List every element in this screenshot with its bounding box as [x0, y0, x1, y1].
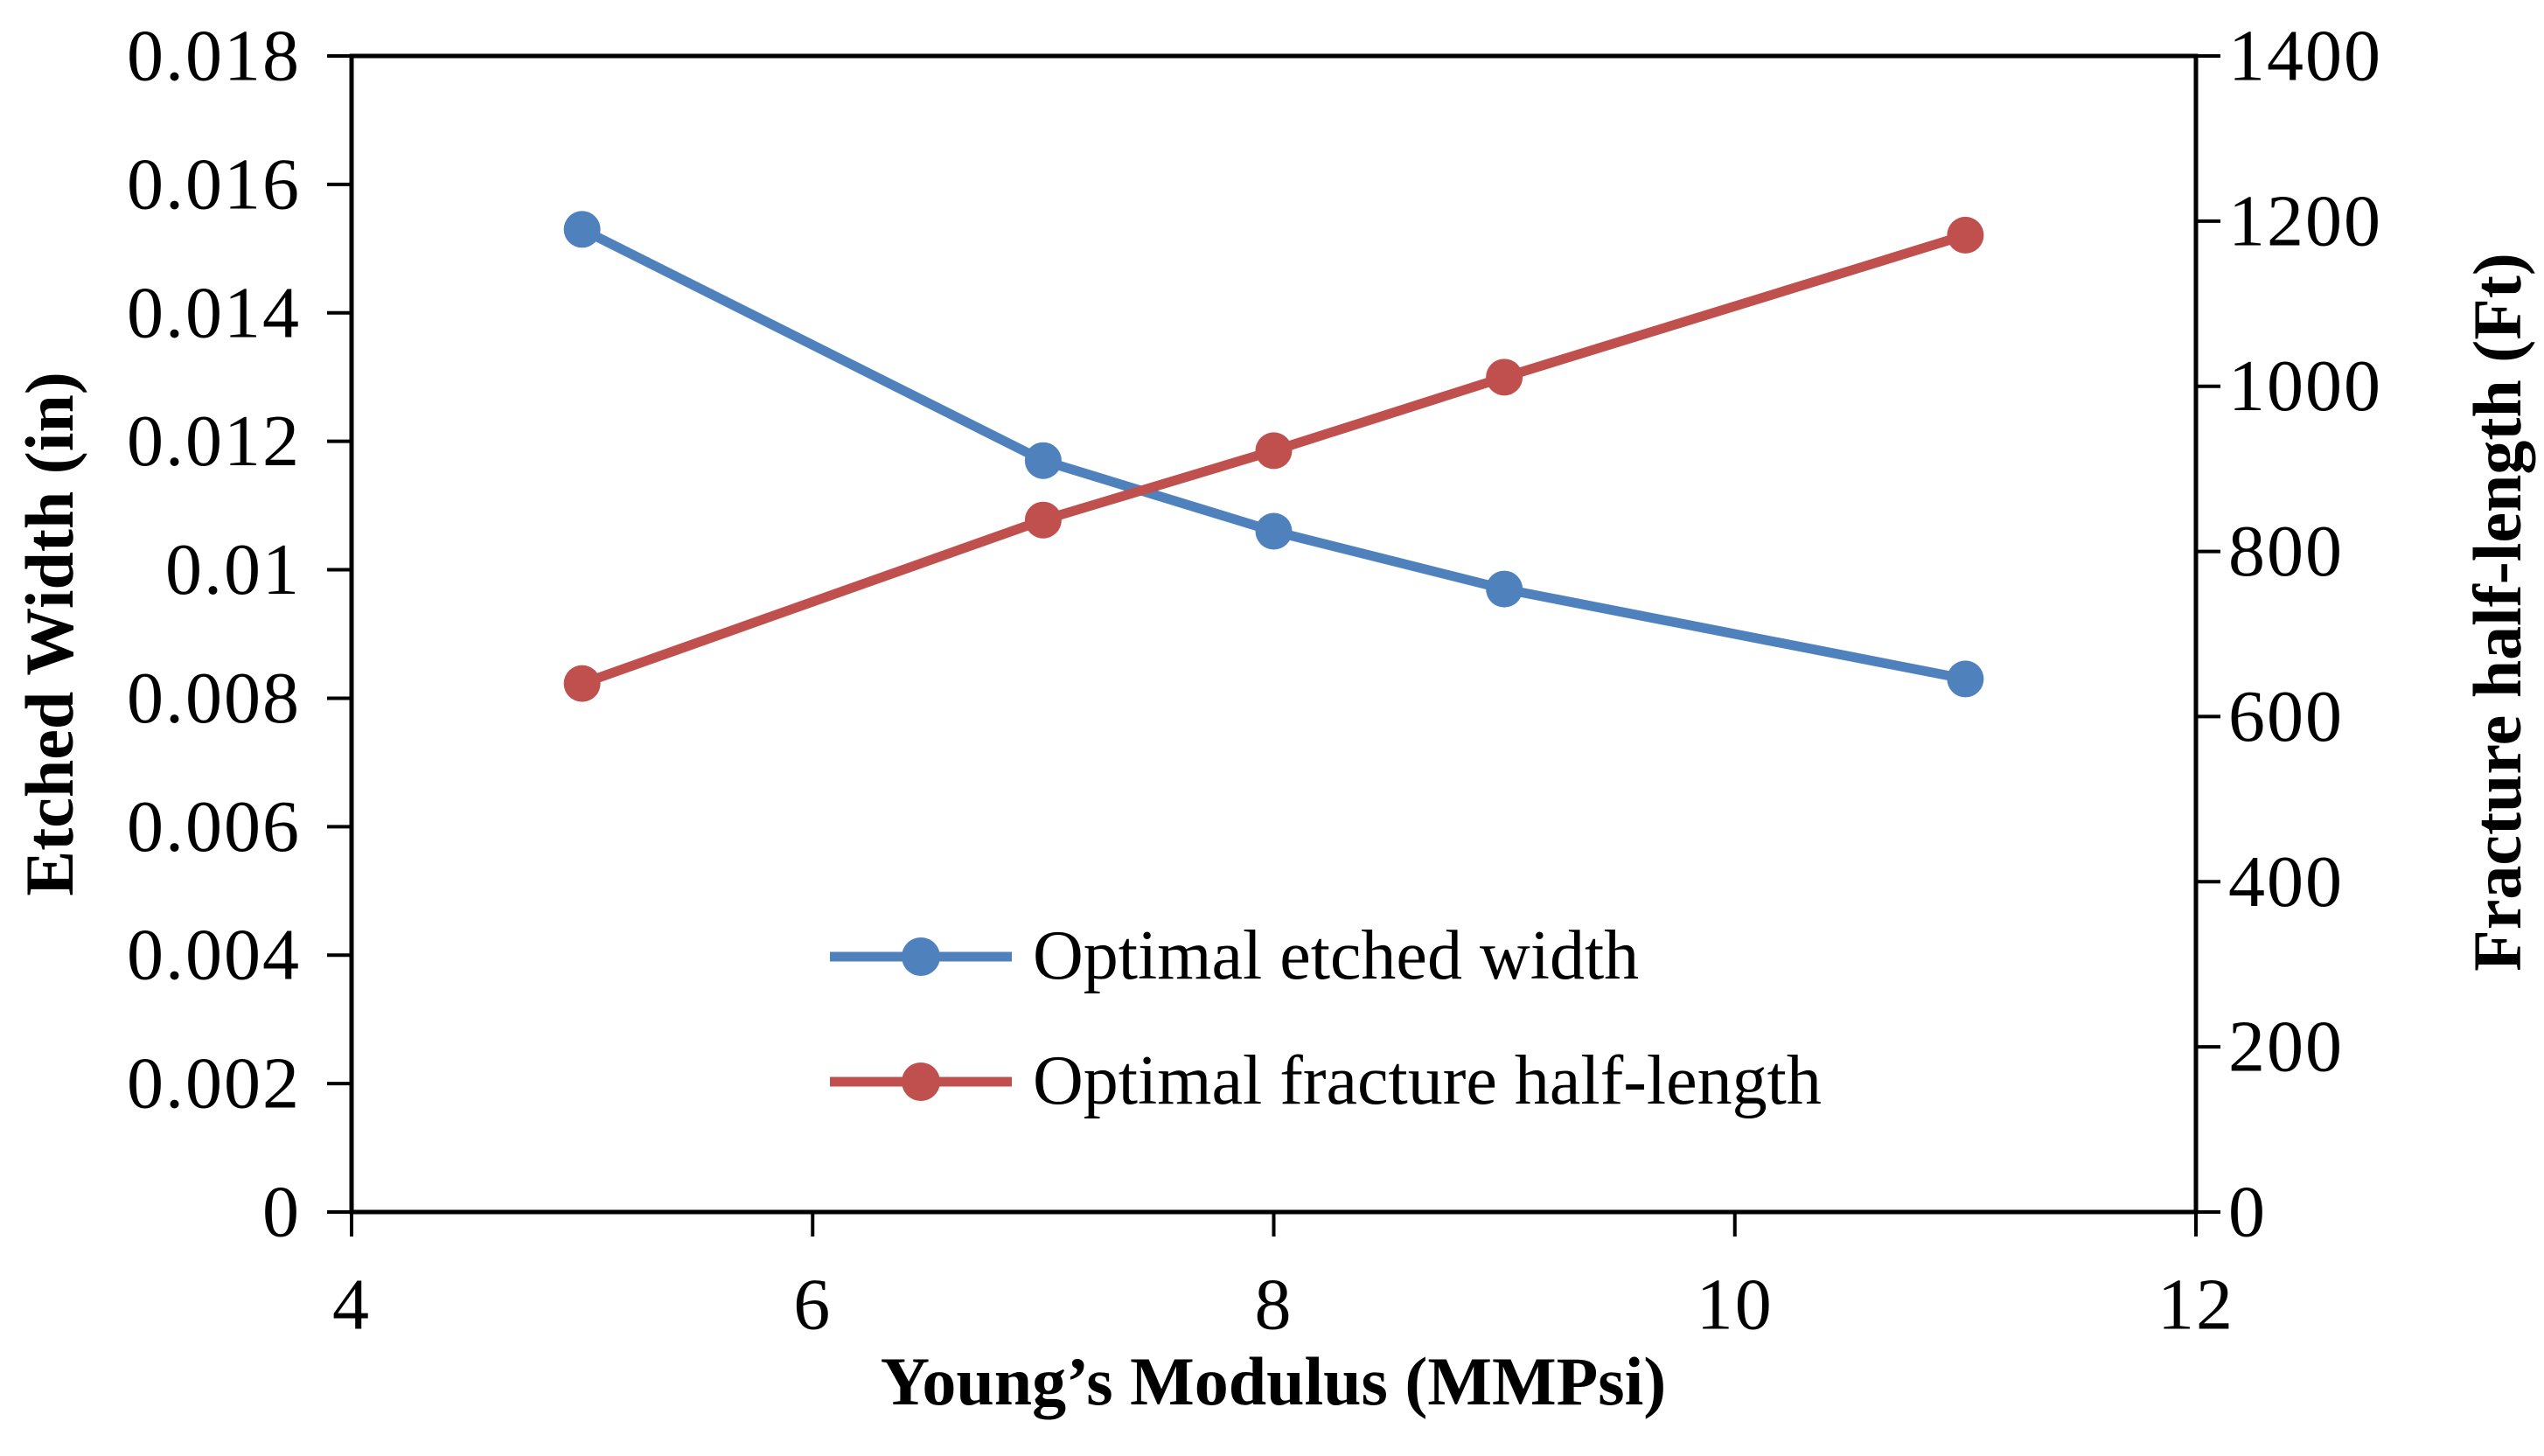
left-axis-tick-label: 0.008	[127, 658, 301, 739]
right-axis-tick-label: 1200	[2228, 180, 2382, 261]
legend-marker-blue	[902, 937, 940, 976]
legend-item-etched-width: Optimal etched width	[826, 916, 1822, 996]
x-axis-title: Young’s Modulus (MMPsi)	[880, 1343, 1667, 1419]
series-1-marker	[1024, 501, 1062, 539]
series-0-marker	[1947, 660, 1984, 698]
legend-item-fracture-half-length: Optimal fracture half-length	[826, 1041, 1822, 1121]
series-1-marker	[1486, 359, 1523, 396]
series-0-marker	[1024, 442, 1062, 479]
right-axis-tick-label: 1400	[2228, 16, 2382, 97]
right-axis-tick-label: 200	[2228, 1007, 2344, 1088]
legend-label-fracture-half-length: Optimal fracture half-length	[1033, 1042, 1822, 1119]
x-axis-tick-label: 10	[1697, 1264, 1774, 1346]
left-axis-tick-label: 0	[262, 1172, 301, 1253]
left-axis-tick-label: 0.014	[127, 272, 301, 353]
right-axis-tick-label: 800	[2228, 511, 2344, 592]
series-0-marker	[1255, 512, 1293, 550]
series-0-marker	[563, 211, 601, 248]
right-axis-title: Fracture half-length (Ft)	[2459, 253, 2535, 972]
legend-line-marker-blue-icon	[830, 937, 1012, 976]
left-axis-tick-label: 0.006	[127, 786, 301, 867]
left-axis-title: Etched Width (in)	[11, 372, 87, 896]
x-axis-tick-label: 12	[2157, 1264, 2234, 1346]
left-axis-tick-label: 0.012	[127, 401, 301, 482]
left-axis-tick-label: 0.004	[127, 915, 301, 996]
right-axis-tick-label: 0	[2228, 1172, 2267, 1253]
legend-line-marker-red-icon	[830, 1062, 1012, 1101]
left-axis-tick-label: 0.018	[127, 16, 301, 97]
x-axis-tick-label: 6	[793, 1264, 832, 1346]
series-1-marker	[563, 665, 601, 702]
right-axis-tick-label: 400	[2228, 841, 2344, 923]
x-axis-tick-label: 4	[332, 1264, 371, 1346]
left-axis-tick-label: 0.01	[165, 529, 301, 610]
legend-label-etched-width: Optimal etched width	[1033, 917, 1640, 994]
left-axis-tick-label: 0.016	[127, 143, 301, 225]
series-0-marker	[1486, 570, 1523, 608]
series-1-marker	[1255, 432, 1293, 470]
legend-marker-red	[902, 1062, 940, 1101]
series-1-marker	[1947, 216, 1984, 254]
left-axis-tick-label: 0.002	[127, 1043, 301, 1125]
right-axis-tick-label: 600	[2228, 676, 2344, 757]
x-axis-tick-label: 8	[1255, 1264, 1293, 1346]
legend: Optimal etched width Optimal fracture ha…	[826, 916, 1822, 1121]
right-axis-tick-label: 1000	[2228, 345, 2382, 427]
